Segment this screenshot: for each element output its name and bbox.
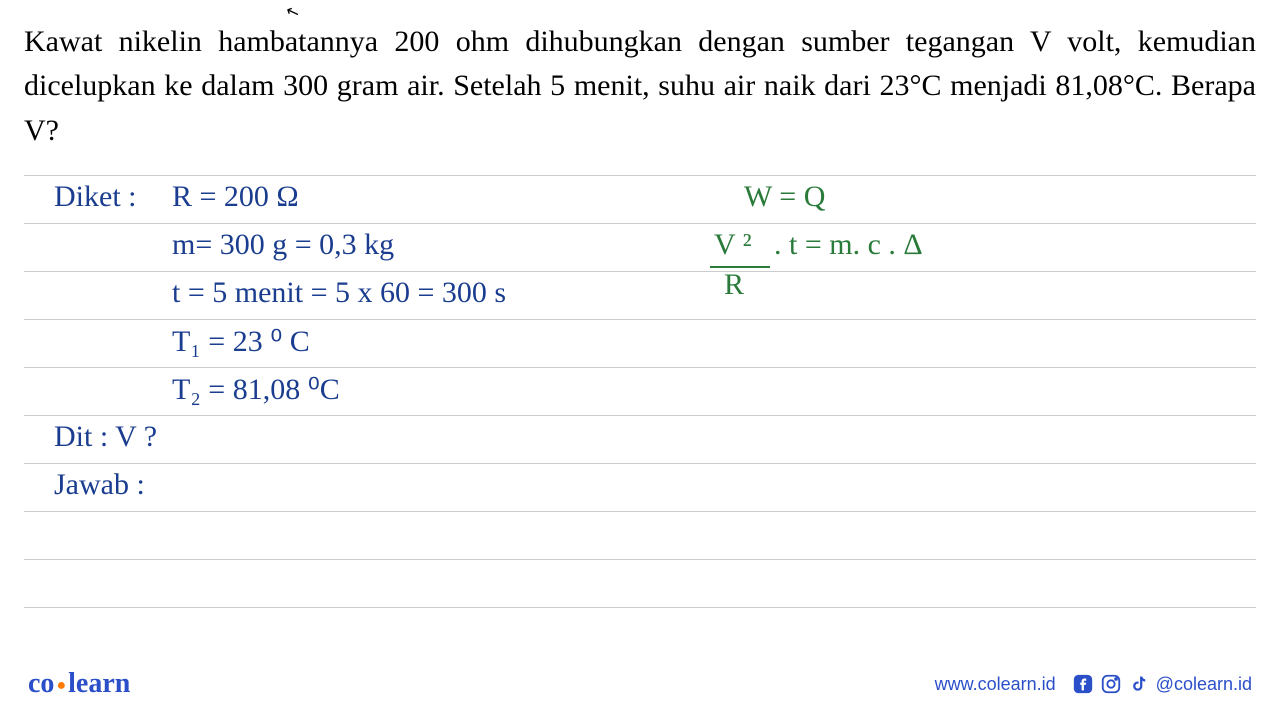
question-text: Kawat nikelin hambatannya 200 ohm dihubu…: [0, 0, 1280, 163]
given-r: R = 200 Ω: [172, 180, 299, 214]
paper-line: Dit : V ?: [24, 416, 1256, 464]
facebook-icon: [1072, 673, 1094, 695]
given-m: m= 300 g = 0,3 kg: [172, 228, 394, 262]
paper-line: Jawab :: [24, 464, 1256, 512]
paper-line: [24, 512, 1256, 560]
footer-url: www.colearn.id: [935, 674, 1056, 695]
eq-wq: W = Q: [744, 180, 825, 214]
eq-v2-numer: V ²: [714, 228, 752, 262]
given-t: t = 5 menit = 5 x 60 = 300 s: [172, 276, 506, 310]
paper-line: T₁ = 23 ⁰ C: [24, 320, 1256, 368]
paper-line: Diket : R = 200 Ω W = Q: [24, 176, 1256, 224]
diket-label: Diket :: [54, 180, 137, 214]
footer-handle: @colearn.id: [1156, 674, 1252, 695]
given-t2: T₂ = 81,08 ⁰C: [172, 372, 340, 407]
dit-line: Dit : V ?: [54, 420, 157, 454]
logo-dot-icon: ●: [56, 677, 66, 695]
given-t1: T₁ = 23 ⁰ C: [172, 324, 310, 359]
logo-part-co: co: [28, 668, 54, 699]
paper-line: T₂ = 81,08 ⁰C: [24, 368, 1256, 416]
paper-line: t = 5 menit = 5 x 60 = 300 s R: [24, 272, 1256, 320]
eq-v2-denom: R: [724, 268, 744, 302]
logo-part-learn: learn: [68, 668, 130, 699]
eq-v2-rest: . t = m. c . Δ: [774, 228, 923, 262]
instagram-icon: [1100, 673, 1122, 695]
paper-line: m= 300 g = 0,3 kg V ² . t = m. c . Δ: [24, 224, 1256, 272]
tiktok-icon: [1128, 673, 1150, 695]
footer: co●learn www.colearn.id @colearn.id: [0, 668, 1280, 700]
handwriting-area: Diket : R = 200 Ω W = Q m= 300 g = 0,3 k…: [24, 175, 1256, 608]
social-icons: @colearn.id: [1072, 673, 1252, 695]
jawab-line: Jawab :: [54, 468, 145, 502]
footer-right: www.colearn.id @colearn.id: [935, 673, 1252, 695]
paper-line: [24, 560, 1256, 608]
brand-logo: co●learn: [28, 668, 130, 700]
